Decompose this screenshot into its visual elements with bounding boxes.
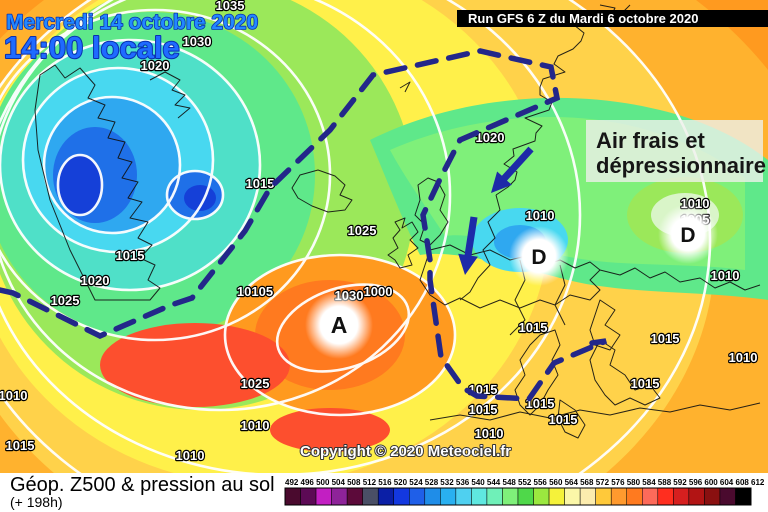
svg-text:10105: 10105 <box>237 284 273 299</box>
svg-text:536: 536 <box>456 478 470 487</box>
svg-text:588: 588 <box>658 478 672 487</box>
svg-text:508: 508 <box>347 478 361 487</box>
svg-text:560: 560 <box>549 478 563 487</box>
svg-text:1015: 1015 <box>246 176 275 191</box>
svg-text:544: 544 <box>487 478 501 487</box>
svg-text:596: 596 <box>689 478 703 487</box>
svg-text:1030: 1030 <box>183 34 212 49</box>
svg-text:552: 552 <box>518 478 532 487</box>
svg-text:D: D <box>680 224 695 247</box>
svg-text:604: 604 <box>720 478 734 487</box>
svg-text:1010: 1010 <box>241 418 270 433</box>
svg-text:516: 516 <box>378 478 392 487</box>
svg-text:576: 576 <box>611 478 625 487</box>
svg-text:D: D <box>531 246 546 269</box>
svg-text:524: 524 <box>409 478 423 487</box>
svg-text:1020: 1020 <box>81 273 110 288</box>
svg-text:Run GFS 6 Z du Mardi 6 octobre: Run GFS 6 Z du Mardi 6 octobre 2020 <box>468 11 698 26</box>
svg-text:dépressionnaire: dépressionnaire <box>596 153 766 178</box>
svg-text:1010: 1010 <box>176 448 205 463</box>
svg-text:1015: 1015 <box>549 412 578 427</box>
svg-text:1010: 1010 <box>729 350 758 365</box>
svg-text:1015: 1015 <box>6 438 35 453</box>
svg-text:1010: 1010 <box>711 268 740 283</box>
svg-text:1015: 1015 <box>631 376 660 391</box>
svg-text:504: 504 <box>332 478 346 487</box>
svg-text:1010: 1010 <box>526 208 555 223</box>
svg-text:1015: 1015 <box>519 320 548 335</box>
svg-text:592: 592 <box>673 478 687 487</box>
svg-text:14:00 locale: 14:00 locale <box>4 30 180 65</box>
svg-text:1015: 1015 <box>651 331 680 346</box>
svg-text:608: 608 <box>736 478 750 487</box>
svg-text:1025: 1025 <box>241 376 270 391</box>
svg-text:568: 568 <box>580 478 594 487</box>
svg-text:600: 600 <box>704 478 718 487</box>
svg-text:556: 556 <box>534 478 548 487</box>
svg-text:584: 584 <box>642 478 656 487</box>
svg-text:548: 548 <box>503 478 517 487</box>
svg-text:492: 492 <box>285 478 299 487</box>
svg-text:564: 564 <box>565 478 579 487</box>
svg-text:572: 572 <box>596 478 610 487</box>
svg-text:520: 520 <box>394 478 408 487</box>
svg-text:528: 528 <box>425 478 439 487</box>
svg-text:512: 512 <box>363 478 377 487</box>
svg-text:Copyright © 2020 Meteociel.fr: Copyright © 2020 Meteociel.fr <box>300 443 511 460</box>
svg-text:612: 612 <box>751 478 765 487</box>
svg-text:1025: 1025 <box>348 223 377 238</box>
svg-text:1010: 1010 <box>475 426 504 441</box>
svg-text:500: 500 <box>316 478 330 487</box>
svg-text:Air frais et: Air frais et <box>596 128 705 153</box>
svg-text:1010: 1010 <box>0 388 27 403</box>
svg-text:1000: 1000 <box>364 284 393 299</box>
svg-text:580: 580 <box>627 478 641 487</box>
svg-text:496: 496 <box>301 478 315 487</box>
svg-text:1015: 1015 <box>469 402 498 417</box>
svg-text:1025: 1025 <box>51 293 80 308</box>
svg-text:Géop. Z500 & pression au sol: Géop. Z500 & pression au sol <box>10 474 275 496</box>
svg-text:1015: 1015 <box>116 248 145 263</box>
svg-text:1020: 1020 <box>476 130 505 145</box>
svg-text:A: A <box>331 312 348 338</box>
svg-text:532: 532 <box>440 478 454 487</box>
svg-text:540: 540 <box>471 478 485 487</box>
svg-text:(+ 198h): (+ 198h) <box>10 494 63 510</box>
